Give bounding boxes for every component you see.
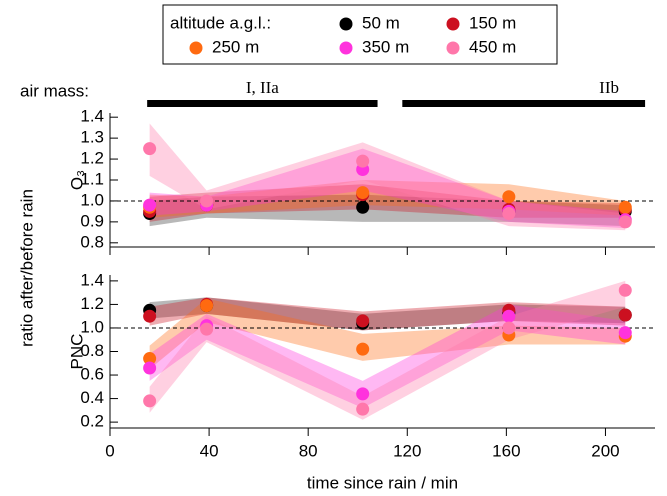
y-tick-label: 1.4 xyxy=(80,107,104,126)
panel-label: O₃ xyxy=(67,170,86,190)
point xyxy=(143,352,157,366)
point xyxy=(143,309,157,323)
point xyxy=(618,283,632,297)
legend-label: 350 m xyxy=(362,37,409,56)
point xyxy=(502,321,516,335)
x-tick-label: 0 xyxy=(105,441,114,460)
point xyxy=(143,198,157,212)
y-tick-label: 1.2 xyxy=(80,149,104,168)
point xyxy=(200,194,214,208)
point xyxy=(356,342,370,356)
point xyxy=(356,154,370,168)
legend-marker xyxy=(446,41,460,55)
legend-marker xyxy=(339,41,353,55)
y-axis-label: ratio after/before rain xyxy=(17,189,36,347)
legend-box xyxy=(162,4,558,65)
legend-marker xyxy=(446,17,460,31)
y-tick-label: 1.0 xyxy=(80,190,104,209)
air-mass-label: air mass: xyxy=(20,81,89,100)
legend-label: 250 m xyxy=(212,37,259,56)
y-tick-label: 0.2 xyxy=(80,412,104,431)
point xyxy=(502,207,516,220)
y-tick-label: 1.2 xyxy=(80,294,104,313)
point xyxy=(502,190,516,204)
point xyxy=(356,387,370,401)
y-tick-label: 0.6 xyxy=(80,365,104,384)
legend-title: altitude a.g.l.: xyxy=(170,13,271,32)
point xyxy=(618,308,632,322)
point xyxy=(356,200,370,214)
point xyxy=(143,361,157,375)
y-tick-label: 0.9 xyxy=(80,211,104,230)
band xyxy=(149,298,626,370)
y-tick-label: 0.4 xyxy=(80,388,104,407)
point xyxy=(356,402,370,416)
x-tick-label: 40 xyxy=(200,441,219,460)
point xyxy=(143,142,157,156)
x-tick-label: 200 xyxy=(591,441,619,460)
legend-label: 450 m xyxy=(469,37,516,56)
point xyxy=(143,394,157,408)
y-tick-label: 1.1 xyxy=(80,169,104,188)
point xyxy=(618,326,632,340)
panel-label: PNC xyxy=(67,334,86,370)
y-tick-label: 1.0 xyxy=(80,317,104,336)
point xyxy=(356,186,370,200)
air-mass-bar xyxy=(402,100,646,107)
x-tick-label: 120 xyxy=(393,441,421,460)
x-axis-label: time since rain / min xyxy=(307,473,458,492)
point xyxy=(200,322,214,336)
point xyxy=(618,215,632,229)
air-mass-period: I, IIa xyxy=(246,78,279,97)
legend-label: 150 m xyxy=(469,13,516,32)
x-tick-label: 160 xyxy=(492,441,520,460)
band xyxy=(149,280,626,420)
legend-marker xyxy=(339,17,353,31)
y-tick-label: 1.4 xyxy=(80,270,104,289)
y-tick-label: 0.8 xyxy=(80,341,104,360)
point xyxy=(200,299,214,313)
legend-label: 50 m xyxy=(362,13,400,32)
y-tick-label: 0.8 xyxy=(80,232,104,251)
y-tick-label: 1.3 xyxy=(80,128,104,147)
point xyxy=(502,309,516,323)
point xyxy=(356,314,370,328)
x-tick-label: 80 xyxy=(299,441,318,460)
air-mass-bar xyxy=(147,100,378,107)
point xyxy=(618,200,632,214)
legend-marker xyxy=(189,41,203,55)
air-mass-period: IIb xyxy=(599,78,619,97)
